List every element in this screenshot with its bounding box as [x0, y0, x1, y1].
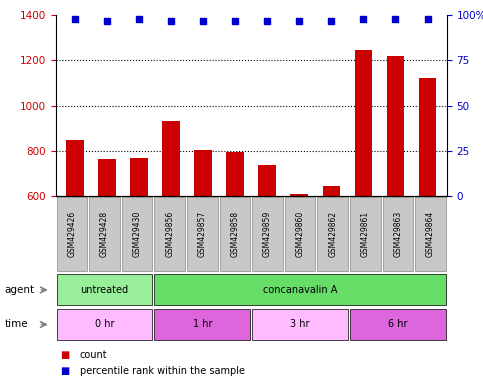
Bar — [57, 197, 87, 271]
Text: GSM429430: GSM429430 — [132, 211, 142, 257]
Text: 6 hr: 6 hr — [388, 319, 408, 329]
Point — [135, 16, 143, 22]
Bar — [387, 56, 404, 196]
Bar — [355, 50, 372, 196]
Text: GSM429428: GSM429428 — [100, 211, 109, 257]
Bar — [155, 274, 446, 306]
Text: ■: ■ — [60, 366, 70, 376]
Text: GSM429426: GSM429426 — [67, 211, 76, 257]
Text: GSM429858: GSM429858 — [230, 211, 240, 257]
Bar — [350, 197, 381, 271]
Text: GSM429856: GSM429856 — [165, 211, 174, 257]
Text: GSM429862: GSM429862 — [328, 211, 337, 257]
Bar — [187, 197, 217, 271]
Bar — [57, 274, 152, 306]
Bar — [89, 197, 120, 271]
Text: GSM429859: GSM429859 — [263, 211, 272, 257]
Point — [359, 16, 367, 22]
Bar — [162, 121, 180, 196]
Bar — [220, 197, 250, 271]
Bar — [258, 165, 276, 196]
Point — [424, 16, 431, 22]
Bar — [285, 197, 315, 271]
Text: 3 hr: 3 hr — [290, 319, 310, 329]
Bar — [415, 197, 446, 271]
Point — [71, 16, 79, 22]
Text: GSM429863: GSM429863 — [393, 211, 402, 257]
Bar — [57, 309, 152, 340]
Text: GSM429857: GSM429857 — [198, 211, 207, 257]
Bar — [419, 78, 436, 196]
Text: concanavalin A: concanavalin A — [263, 285, 337, 295]
Text: 1 hr: 1 hr — [193, 319, 212, 329]
Text: time: time — [5, 319, 28, 329]
Bar — [227, 152, 244, 196]
Bar — [155, 197, 185, 271]
Bar — [252, 309, 348, 340]
Bar — [194, 150, 212, 196]
Bar — [98, 159, 115, 196]
Text: agent: agent — [5, 285, 35, 295]
Bar — [350, 309, 446, 340]
Point — [296, 18, 303, 24]
Bar — [130, 158, 148, 196]
Bar — [317, 197, 348, 271]
Bar — [252, 197, 283, 271]
Bar — [122, 197, 152, 271]
Bar — [290, 194, 308, 196]
Bar — [155, 309, 250, 340]
Point — [327, 18, 335, 24]
Bar — [66, 140, 84, 196]
Point — [392, 16, 399, 22]
Text: GSM429860: GSM429860 — [296, 211, 305, 257]
Text: GSM429861: GSM429861 — [361, 211, 370, 257]
Point — [231, 18, 239, 24]
Text: count: count — [80, 350, 107, 360]
Text: GSM429864: GSM429864 — [426, 211, 435, 257]
Text: untreated: untreated — [80, 285, 128, 295]
Point — [103, 18, 111, 24]
Text: ■: ■ — [60, 350, 70, 360]
Point — [263, 18, 271, 24]
Bar — [323, 186, 340, 196]
Bar — [383, 197, 413, 271]
Point — [167, 18, 175, 24]
Point — [199, 18, 207, 24]
Text: 0 hr: 0 hr — [95, 319, 114, 329]
Text: percentile rank within the sample: percentile rank within the sample — [80, 366, 245, 376]
